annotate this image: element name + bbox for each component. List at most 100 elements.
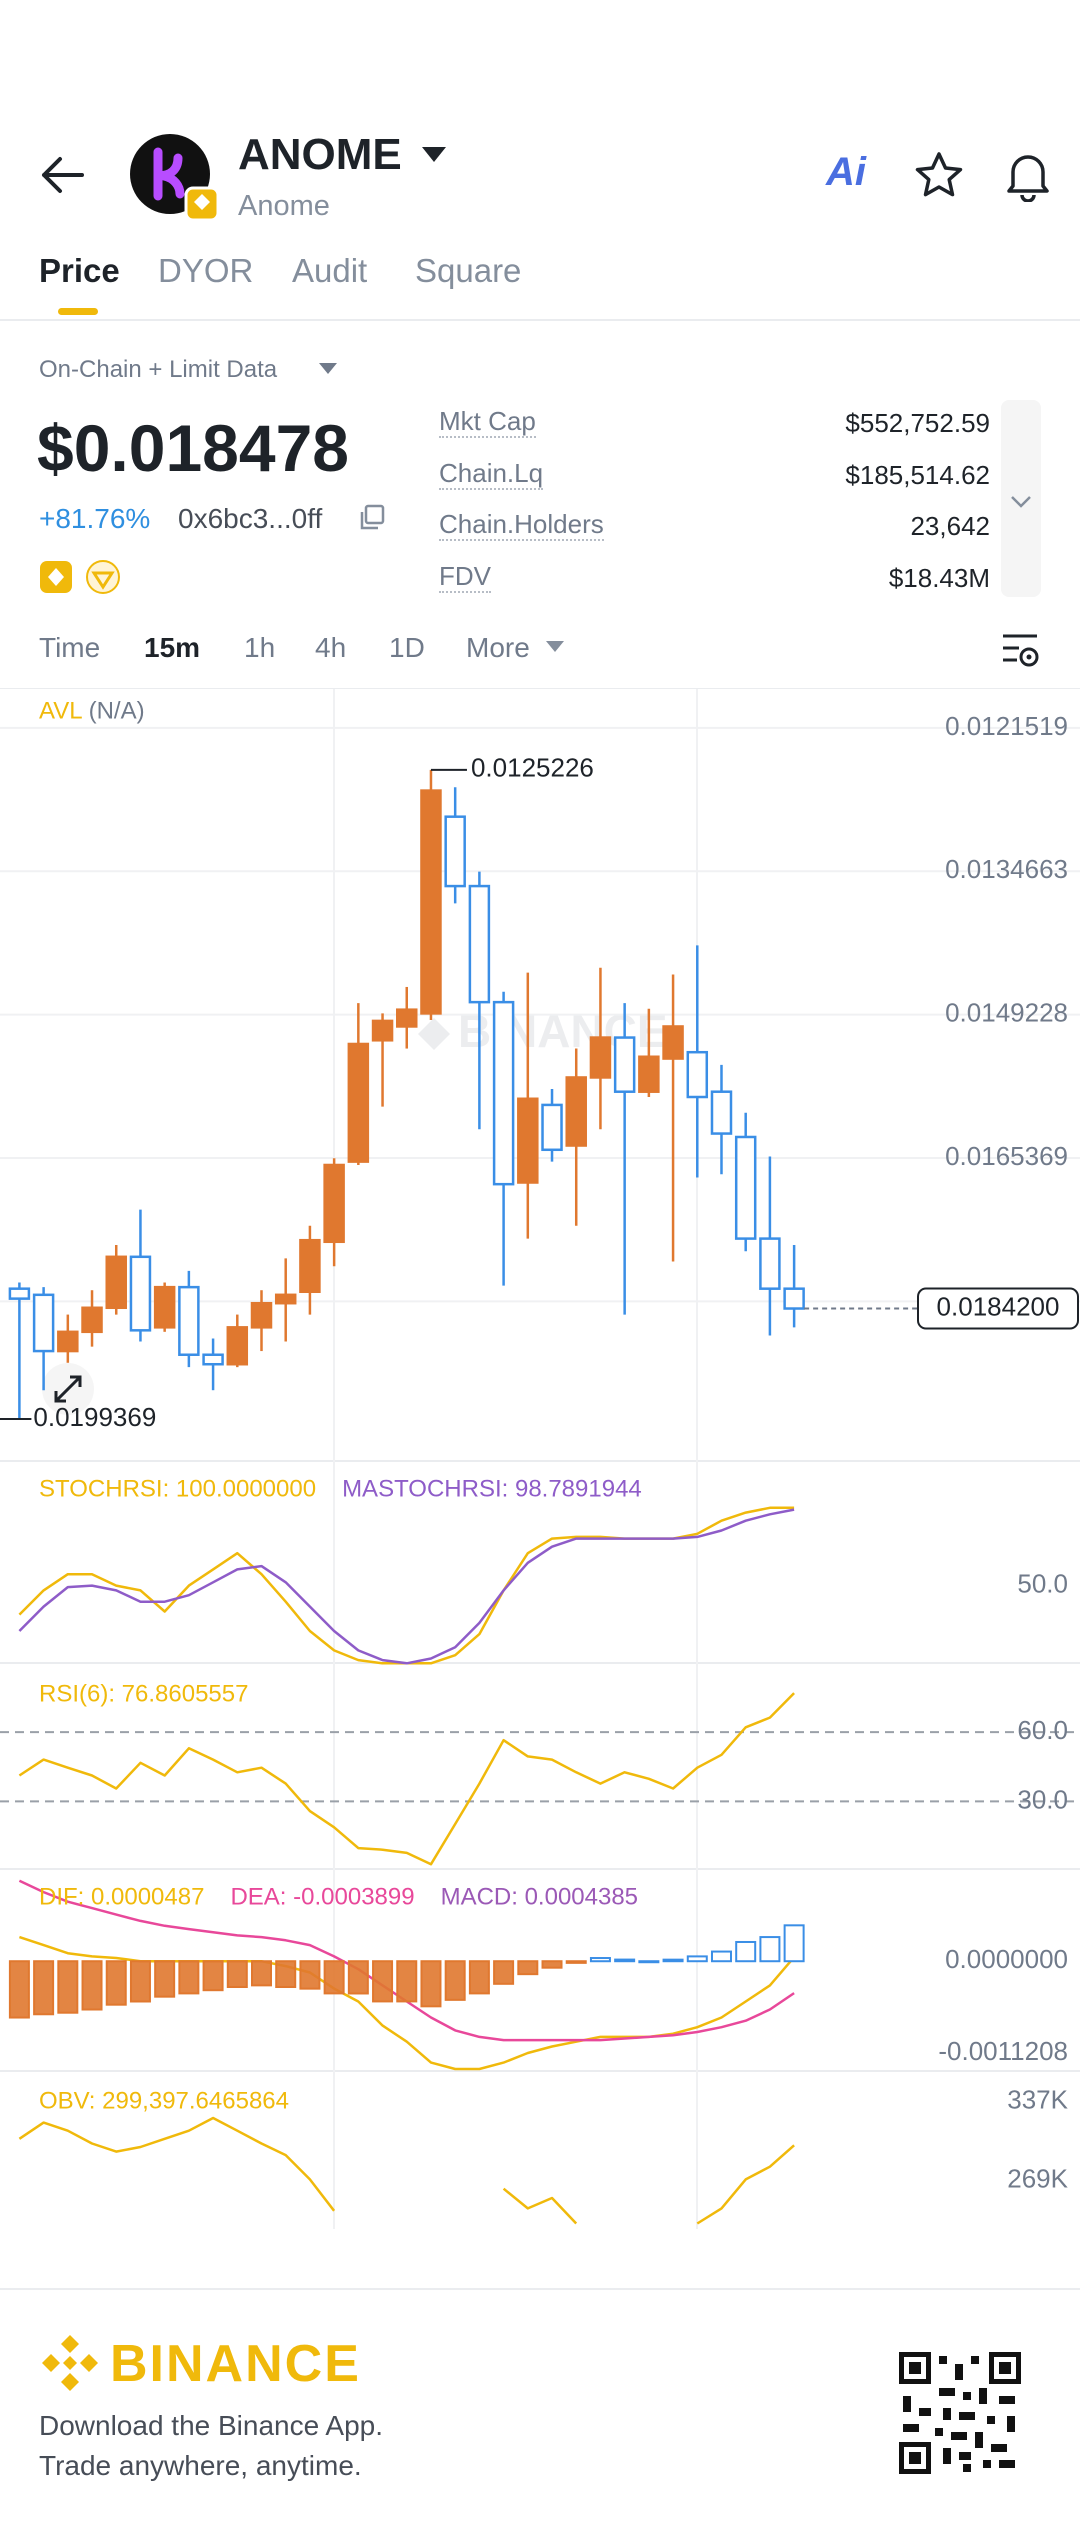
binance-logo xyxy=(42,2335,98,2391)
token-symbol[interactable]: ANOME xyxy=(238,130,402,179)
legend-entry: RSI(6): 76.8605557 xyxy=(39,1680,248,1707)
macd-bar xyxy=(493,1960,515,1985)
macd-bar xyxy=(81,1960,103,2011)
y-tick-label: 0.0121519 xyxy=(945,711,1068,741)
candle-body xyxy=(613,1036,636,1093)
macd-bar xyxy=(323,1960,345,1995)
y-tick-label: 0.0149228 xyxy=(945,997,1068,1027)
stat-label: Mkt Cap xyxy=(439,406,536,438)
macd-bar xyxy=(226,1960,248,1989)
candle-body xyxy=(638,1055,660,1093)
chain-icons xyxy=(40,560,120,594)
candle-body xyxy=(274,1293,297,1305)
macd-bar xyxy=(662,1958,684,1963)
last-price-label: 0.0184200 xyxy=(937,1291,1060,1321)
candle-body xyxy=(323,1163,345,1244)
stat-value: 23,642 xyxy=(910,511,990,541)
macd-bar xyxy=(202,1960,224,1992)
price-change: +81.76% xyxy=(39,503,151,534)
divider xyxy=(0,688,1080,689)
tab[interactable]: Price xyxy=(39,252,120,289)
candle-body xyxy=(444,815,466,888)
interval[interactable]: 1D xyxy=(389,632,425,663)
indicator-line xyxy=(19,1935,796,2071)
indicator-line xyxy=(18,1692,795,1866)
indicator xyxy=(18,1692,795,1866)
status-bar xyxy=(0,0,1080,130)
macd-bar xyxy=(735,1940,757,1963)
legend-entry: STOCHRSI: 100.0000000 xyxy=(39,1475,316,1502)
stat-label: Chain.Holders xyxy=(439,509,604,541)
candle-body xyxy=(178,1285,200,1356)
macd-bar xyxy=(638,1960,660,1964)
stat-label: Chain.Lq xyxy=(439,458,544,490)
copy-button[interactable] xyxy=(358,504,386,532)
macd-bar xyxy=(8,1960,30,2019)
dropdown-arrow[interactable] xyxy=(420,145,448,165)
y-tick-label: 337K xyxy=(1007,2085,1068,2115)
macd-bar xyxy=(468,1960,490,1995)
dropdown-arrow[interactable] xyxy=(545,640,565,654)
y-tick-label: 30.0 xyxy=(1017,1784,1068,1814)
candle-body xyxy=(783,1287,805,1310)
tab[interactable]: DYOR xyxy=(158,252,254,289)
data-source[interactable]: On-Chain + Limit Data xyxy=(39,356,278,383)
stat-value: $185,514.62 xyxy=(845,460,990,490)
chart: BINANCE 0.0121519 0.0134663 0.0149228 0.016… xyxy=(0,689,1080,2229)
macd-bar xyxy=(444,1960,466,2001)
candle-body xyxy=(492,1000,515,1186)
legend-note: (N/A) xyxy=(89,697,145,724)
interval[interactable]: 15m xyxy=(144,632,201,663)
stat-value: $18.43M xyxy=(888,563,990,593)
macd-bar xyxy=(372,1960,394,2003)
candle-body xyxy=(299,1238,321,1294)
legend-entry: MACD: 0.0004385 xyxy=(441,1883,638,1910)
macd-bar xyxy=(57,1960,79,2014)
y-tick-label: 50.0 xyxy=(1017,1568,1068,1598)
alert-button[interactable] xyxy=(1003,148,1053,202)
candle-body xyxy=(129,1255,152,1332)
candle-body xyxy=(396,1008,418,1028)
candle-body xyxy=(226,1326,249,1366)
candle-body xyxy=(8,1287,31,1300)
legend-entry: OBV: 299,397.6465864 xyxy=(39,2087,289,2114)
candle-body xyxy=(32,1293,55,1353)
footer-text: Download the Binance App. xyxy=(39,2410,384,2441)
macd-bar xyxy=(541,1960,563,1969)
macd-bar xyxy=(251,1960,272,1987)
expand-button[interactable] xyxy=(42,1363,94,1415)
candle-body xyxy=(589,1036,612,1079)
dropdown-arrow[interactable] xyxy=(318,362,338,376)
indicator xyxy=(18,1506,795,1665)
favorite-button[interactable] xyxy=(913,150,965,200)
tab[interactable]: Square xyxy=(415,252,522,289)
macd-bar xyxy=(275,1960,297,1989)
y-tick-label: 0.0134663 xyxy=(945,854,1068,884)
macd-bar xyxy=(33,1960,55,2016)
footer-brand: BINANCE xyxy=(110,2335,361,2393)
interval[interactable]: Time xyxy=(39,632,101,663)
candle-body xyxy=(81,1306,103,1334)
candle-body xyxy=(105,1255,127,1310)
divider xyxy=(0,319,1080,321)
divider xyxy=(0,2288,1080,2290)
min-label: 0.0125226 xyxy=(471,753,594,783)
token-logo xyxy=(130,134,220,222)
macd-bar xyxy=(759,1936,781,1963)
interval[interactable]: More xyxy=(466,632,530,663)
token-name: Anome xyxy=(238,190,330,222)
indicator-settings[interactable] xyxy=(1000,630,1042,670)
qr-code xyxy=(899,2352,1021,2474)
interval[interactable]: 1h xyxy=(244,632,276,663)
interval[interactable]: 4h xyxy=(315,632,347,663)
candle-body xyxy=(710,1090,733,1135)
expand-stats[interactable] xyxy=(1001,400,1041,597)
macd-bar xyxy=(105,1960,127,2006)
ai-button[interactable]: Ai xyxy=(826,150,866,194)
candle-body xyxy=(541,1103,563,1152)
macd-bar xyxy=(178,1960,200,1995)
candle-body xyxy=(202,1353,224,1366)
back-button[interactable] xyxy=(30,150,90,200)
tab[interactable]: Audit xyxy=(292,252,368,289)
